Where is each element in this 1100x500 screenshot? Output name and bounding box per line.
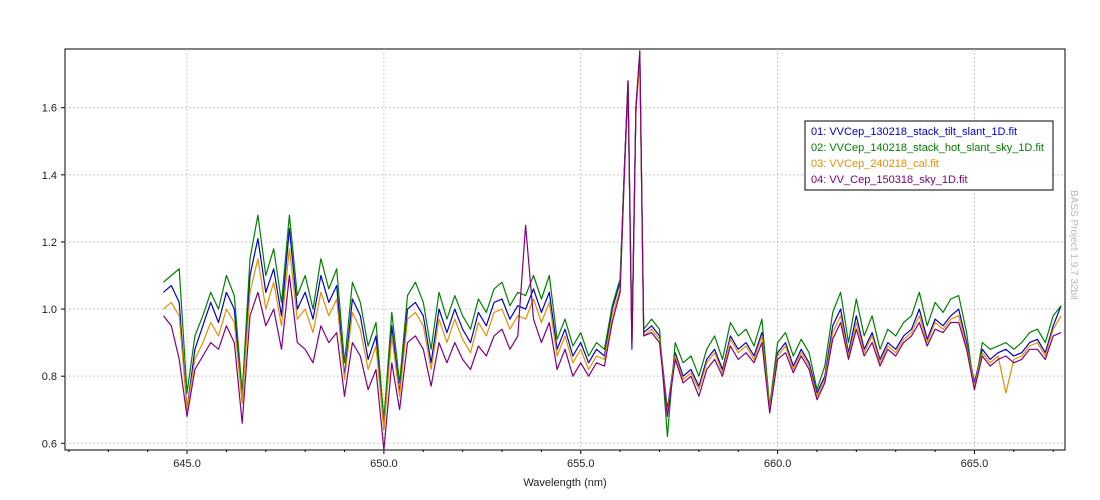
y-tick-label: 1.4 xyxy=(42,170,57,182)
y-tick-label: 0.8 xyxy=(42,371,57,383)
x-tick-label: 655.0 xyxy=(567,458,595,470)
x-axis-title: Wavelength (nm) xyxy=(523,477,606,489)
y-tick-label: 1.0 xyxy=(42,304,57,316)
y-tick-label: 0.6 xyxy=(42,438,57,450)
x-tick-label: 665.0 xyxy=(961,458,989,470)
series-line-4 xyxy=(162,50,1062,451)
x-tick-label: 645.0 xyxy=(173,458,201,470)
legend-entry-4: 04: VV_Cep_150318_sky_1D.fit xyxy=(811,174,968,186)
plot-area xyxy=(64,48,1066,451)
y-tick-label: 1.6 xyxy=(42,103,57,115)
legend-box xyxy=(804,120,1054,191)
y-axis-ticks: 0.6 0.8 1.0 1.2 1.4 1.6 xyxy=(42,103,65,450)
legend-entry-3: 03: VVCep_240218_cal.fit xyxy=(811,158,939,170)
x-tick-label: 650.0 xyxy=(370,458,398,470)
legend: 01: VVCep_130218_stack_tilt_slant_1D.fit… xyxy=(804,120,1054,191)
series-layer xyxy=(162,50,1062,451)
legend-entry-1: 01: VVCep_130218_stack_tilt_slant_1D.fit xyxy=(811,126,1017,138)
watermark: BASS Project 1.9.7 32bit xyxy=(1068,190,1079,300)
y-tick-label: 1.2 xyxy=(42,237,57,249)
legend-entry-2: 02: VVCep_140218_stack_hot_slant_sky_1D.… xyxy=(811,142,1044,154)
x-axis-ticks: 645.0 650.0 655.0 660.0 665.0 xyxy=(68,450,1054,470)
x-tick-label: 660.0 xyxy=(764,458,792,470)
